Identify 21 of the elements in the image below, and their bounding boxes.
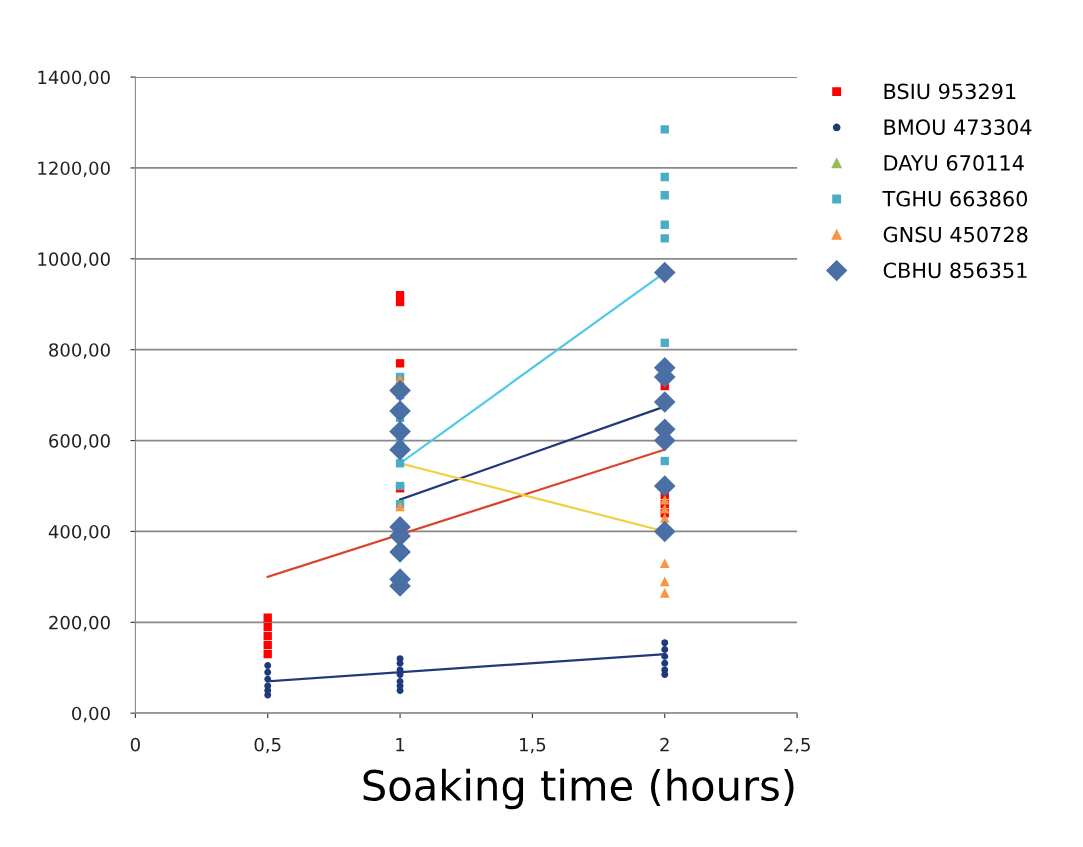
y-tick-label: 0,00 [72, 706, 110, 723]
y-tick-label: 800,00 [49, 343, 110, 359]
x-tick-label: 1 [396, 738, 405, 752]
legend-label: BSIU 953291 [884, 83, 1016, 100]
x-tick-label: 2,5 [784, 737, 810, 754]
y-tick-label: 1200,00 [38, 161, 110, 177]
legend-label: BMOU 473304 [884, 119, 1032, 136]
y-tick-label: 600,00 [49, 434, 110, 450]
legend-label: TGHU 663860 [882, 190, 1028, 207]
x-tick-label: 2 [660, 737, 669, 752]
x-tick-label: 0 [130, 737, 140, 752]
x-tick-label: 1,5 [520, 738, 546, 754]
x-axis-title: Soaking time (hours) [363, 768, 794, 810]
y-tick-label: 1000,00 [38, 252, 110, 268]
y-tick-label: 400,00 [48, 524, 110, 541]
legend-label: DAYU 670114 [884, 155, 1024, 171]
y-tick-label: 1400,00 [38, 70, 110, 87]
y-tick-label: 200,00 [49, 615, 110, 632]
legend-label: CBHU 856351 [883, 262, 1027, 279]
legend-label: GNSU 450728 [883, 226, 1028, 243]
x-tick-label: 0,5 [254, 737, 281, 754]
